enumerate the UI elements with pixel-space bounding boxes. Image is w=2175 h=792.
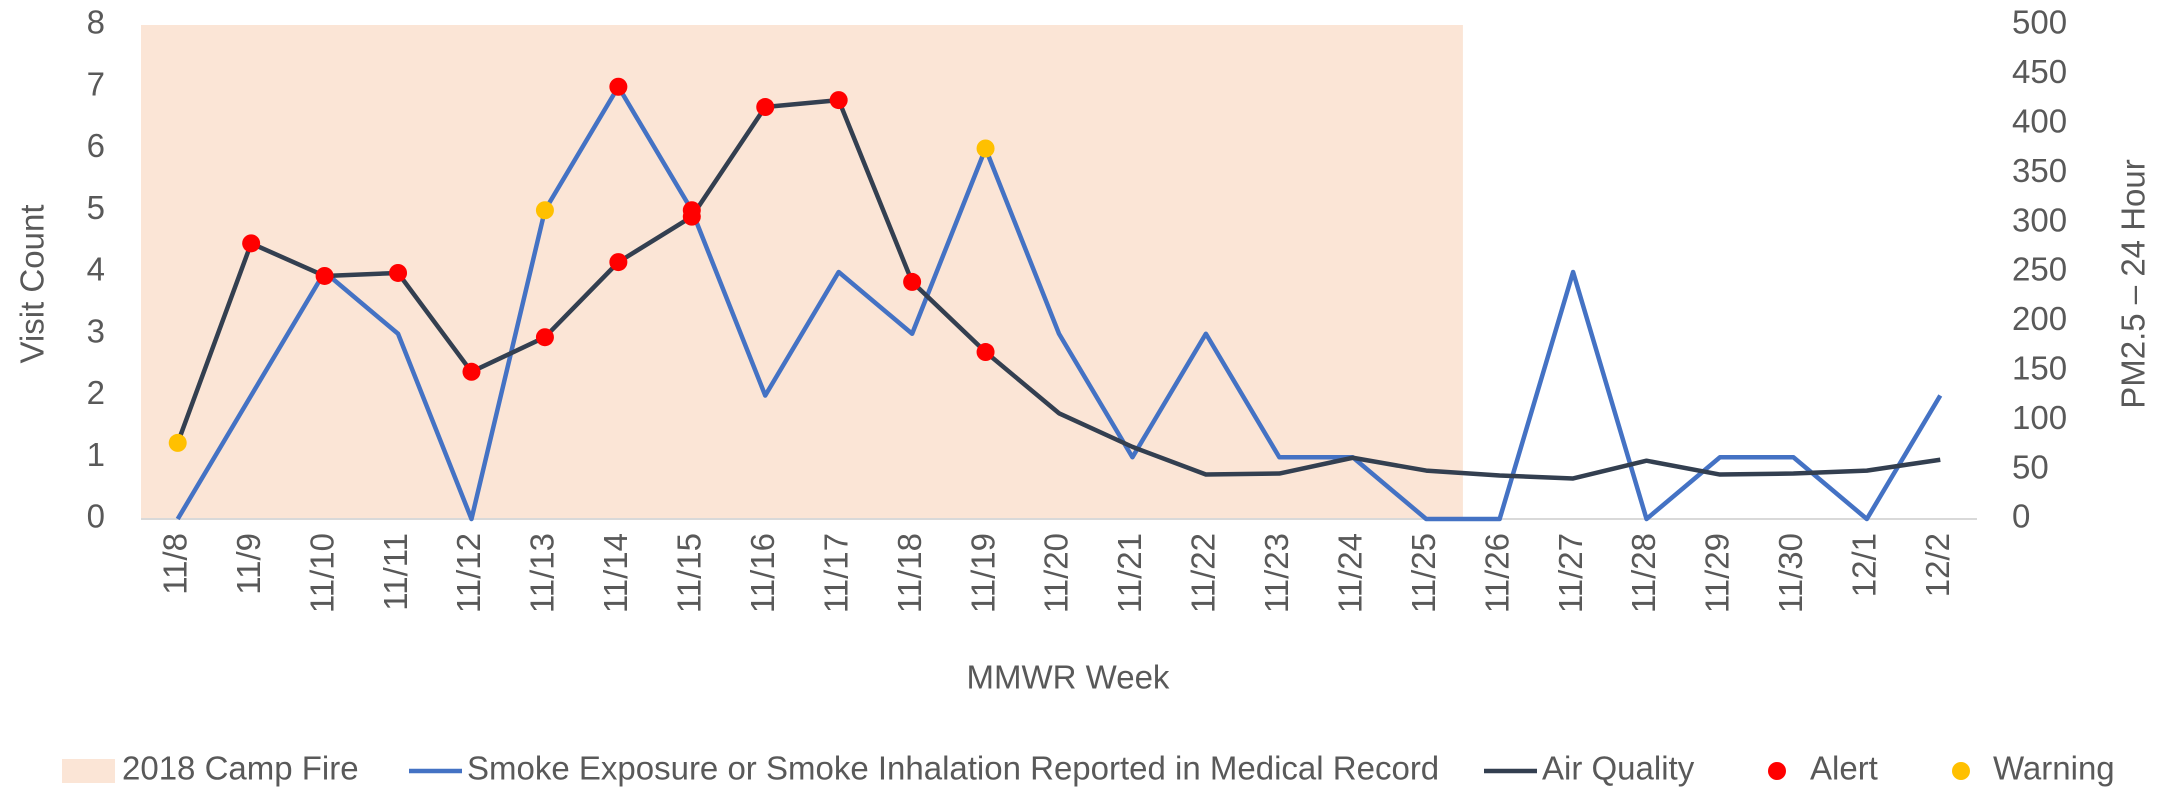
x-tick-label: 11/16 — [744, 533, 781, 613]
data-marker — [609, 253, 628, 272]
x-tick-label: 11/9 — [230, 533, 267, 595]
legend-label: Smoke Exposure or Smoke Inhalation Repor… — [467, 750, 1439, 787]
legend-label: 2018 Camp Fire — [122, 750, 359, 787]
y-tick-label: 6 — [87, 127, 105, 164]
data-marker — [976, 139, 995, 158]
data-marker — [168, 433, 187, 452]
legend-swatch — [1952, 762, 1970, 780]
x-tick-label: 11/14 — [597, 533, 634, 613]
y-axis-label: Visit Count — [14, 205, 51, 364]
y-tick-label: 5 — [87, 189, 105, 226]
y2-tick-label: 350 — [2012, 152, 2067, 189]
data-marker — [389, 263, 408, 282]
y2-tick-label: 50 — [2012, 448, 2049, 485]
x-tick-label: 11/13 — [524, 533, 561, 613]
x-tick-label: 11/22 — [1185, 533, 1222, 613]
y2-tick-label: 150 — [2012, 350, 2067, 387]
data-marker — [242, 234, 261, 253]
x-tick-label: 11/18 — [891, 533, 928, 613]
x-tick-label: 12/2 — [1919, 533, 1956, 597]
x-tick-label: 11/28 — [1625, 533, 1662, 613]
y2-tick-label: 0 — [2012, 498, 2030, 535]
data-marker — [535, 201, 554, 220]
x-axis-label: MMWR Week — [967, 659, 1170, 696]
data-marker — [903, 272, 922, 291]
data-marker — [535, 328, 554, 347]
data-marker — [829, 91, 848, 110]
shaded-region — [141, 25, 1463, 519]
x-tick-label: 11/15 — [671, 533, 708, 613]
y-tick-label: 3 — [87, 312, 105, 349]
x-tick-label: 11/27 — [1552, 533, 1589, 613]
data-marker — [315, 266, 334, 285]
x-tick-label: 11/17 — [817, 533, 854, 613]
x-tick-label: 11/24 — [1331, 533, 1368, 613]
y2-tick-label: 500 — [2012, 4, 2067, 41]
y2-tick-label: 200 — [2012, 300, 2067, 337]
x-tick-label: 11/8 — [156, 533, 193, 595]
x-tick-label: 11/12 — [450, 533, 487, 613]
y-tick-label: 1 — [87, 436, 105, 473]
y-tick-label: 4 — [87, 251, 105, 288]
y2-tick-label: 400 — [2012, 103, 2067, 140]
x-tick-label: 11/23 — [1258, 533, 1295, 613]
x-tick-label: 12/1 — [1846, 533, 1883, 597]
x-tick-label: 11/19 — [964, 533, 1001, 613]
legend-swatch — [1768, 762, 1786, 780]
legend-label: Warning — [1993, 750, 2115, 787]
data-marker — [462, 362, 481, 381]
data-marker — [682, 201, 701, 220]
y2-tick-label: 250 — [2012, 251, 2067, 288]
x-tick-label: 11/21 — [1111, 533, 1148, 613]
x-tick-label: 11/29 — [1699, 533, 1736, 613]
x-tick-label: 11/30 — [1772, 533, 1809, 613]
y-tick-label: 7 — [87, 65, 105, 102]
legend-swatch — [62, 759, 115, 783]
data-marker — [976, 343, 995, 362]
y2-tick-label: 450 — [2012, 53, 2067, 90]
y-tick-label: 2 — [87, 374, 105, 411]
data-line — [175, 84, 1943, 522]
data-marker — [756, 98, 775, 117]
x-tick-label: 11/11 — [377, 533, 414, 611]
y2-tick-label: 300 — [2012, 201, 2067, 238]
legend-label: Alert — [1810, 750, 1878, 787]
legend-label: Air Quality — [1542, 750, 1695, 787]
x-tick-label: 11/25 — [1405, 533, 1442, 613]
y2-axis-label: PM2.5 – 24 Hour — [2115, 159, 2152, 408]
x-tick-label: 11/26 — [1478, 533, 1515, 613]
x-tick-label: 11/10 — [303, 533, 340, 613]
x-tick-label: 11/20 — [1038, 533, 1075, 613]
y-tick-label: 0 — [87, 498, 105, 535]
y-tick-label: 8 — [87, 4, 105, 41]
data-marker — [609, 77, 628, 96]
y2-tick-label: 100 — [2012, 399, 2067, 436]
